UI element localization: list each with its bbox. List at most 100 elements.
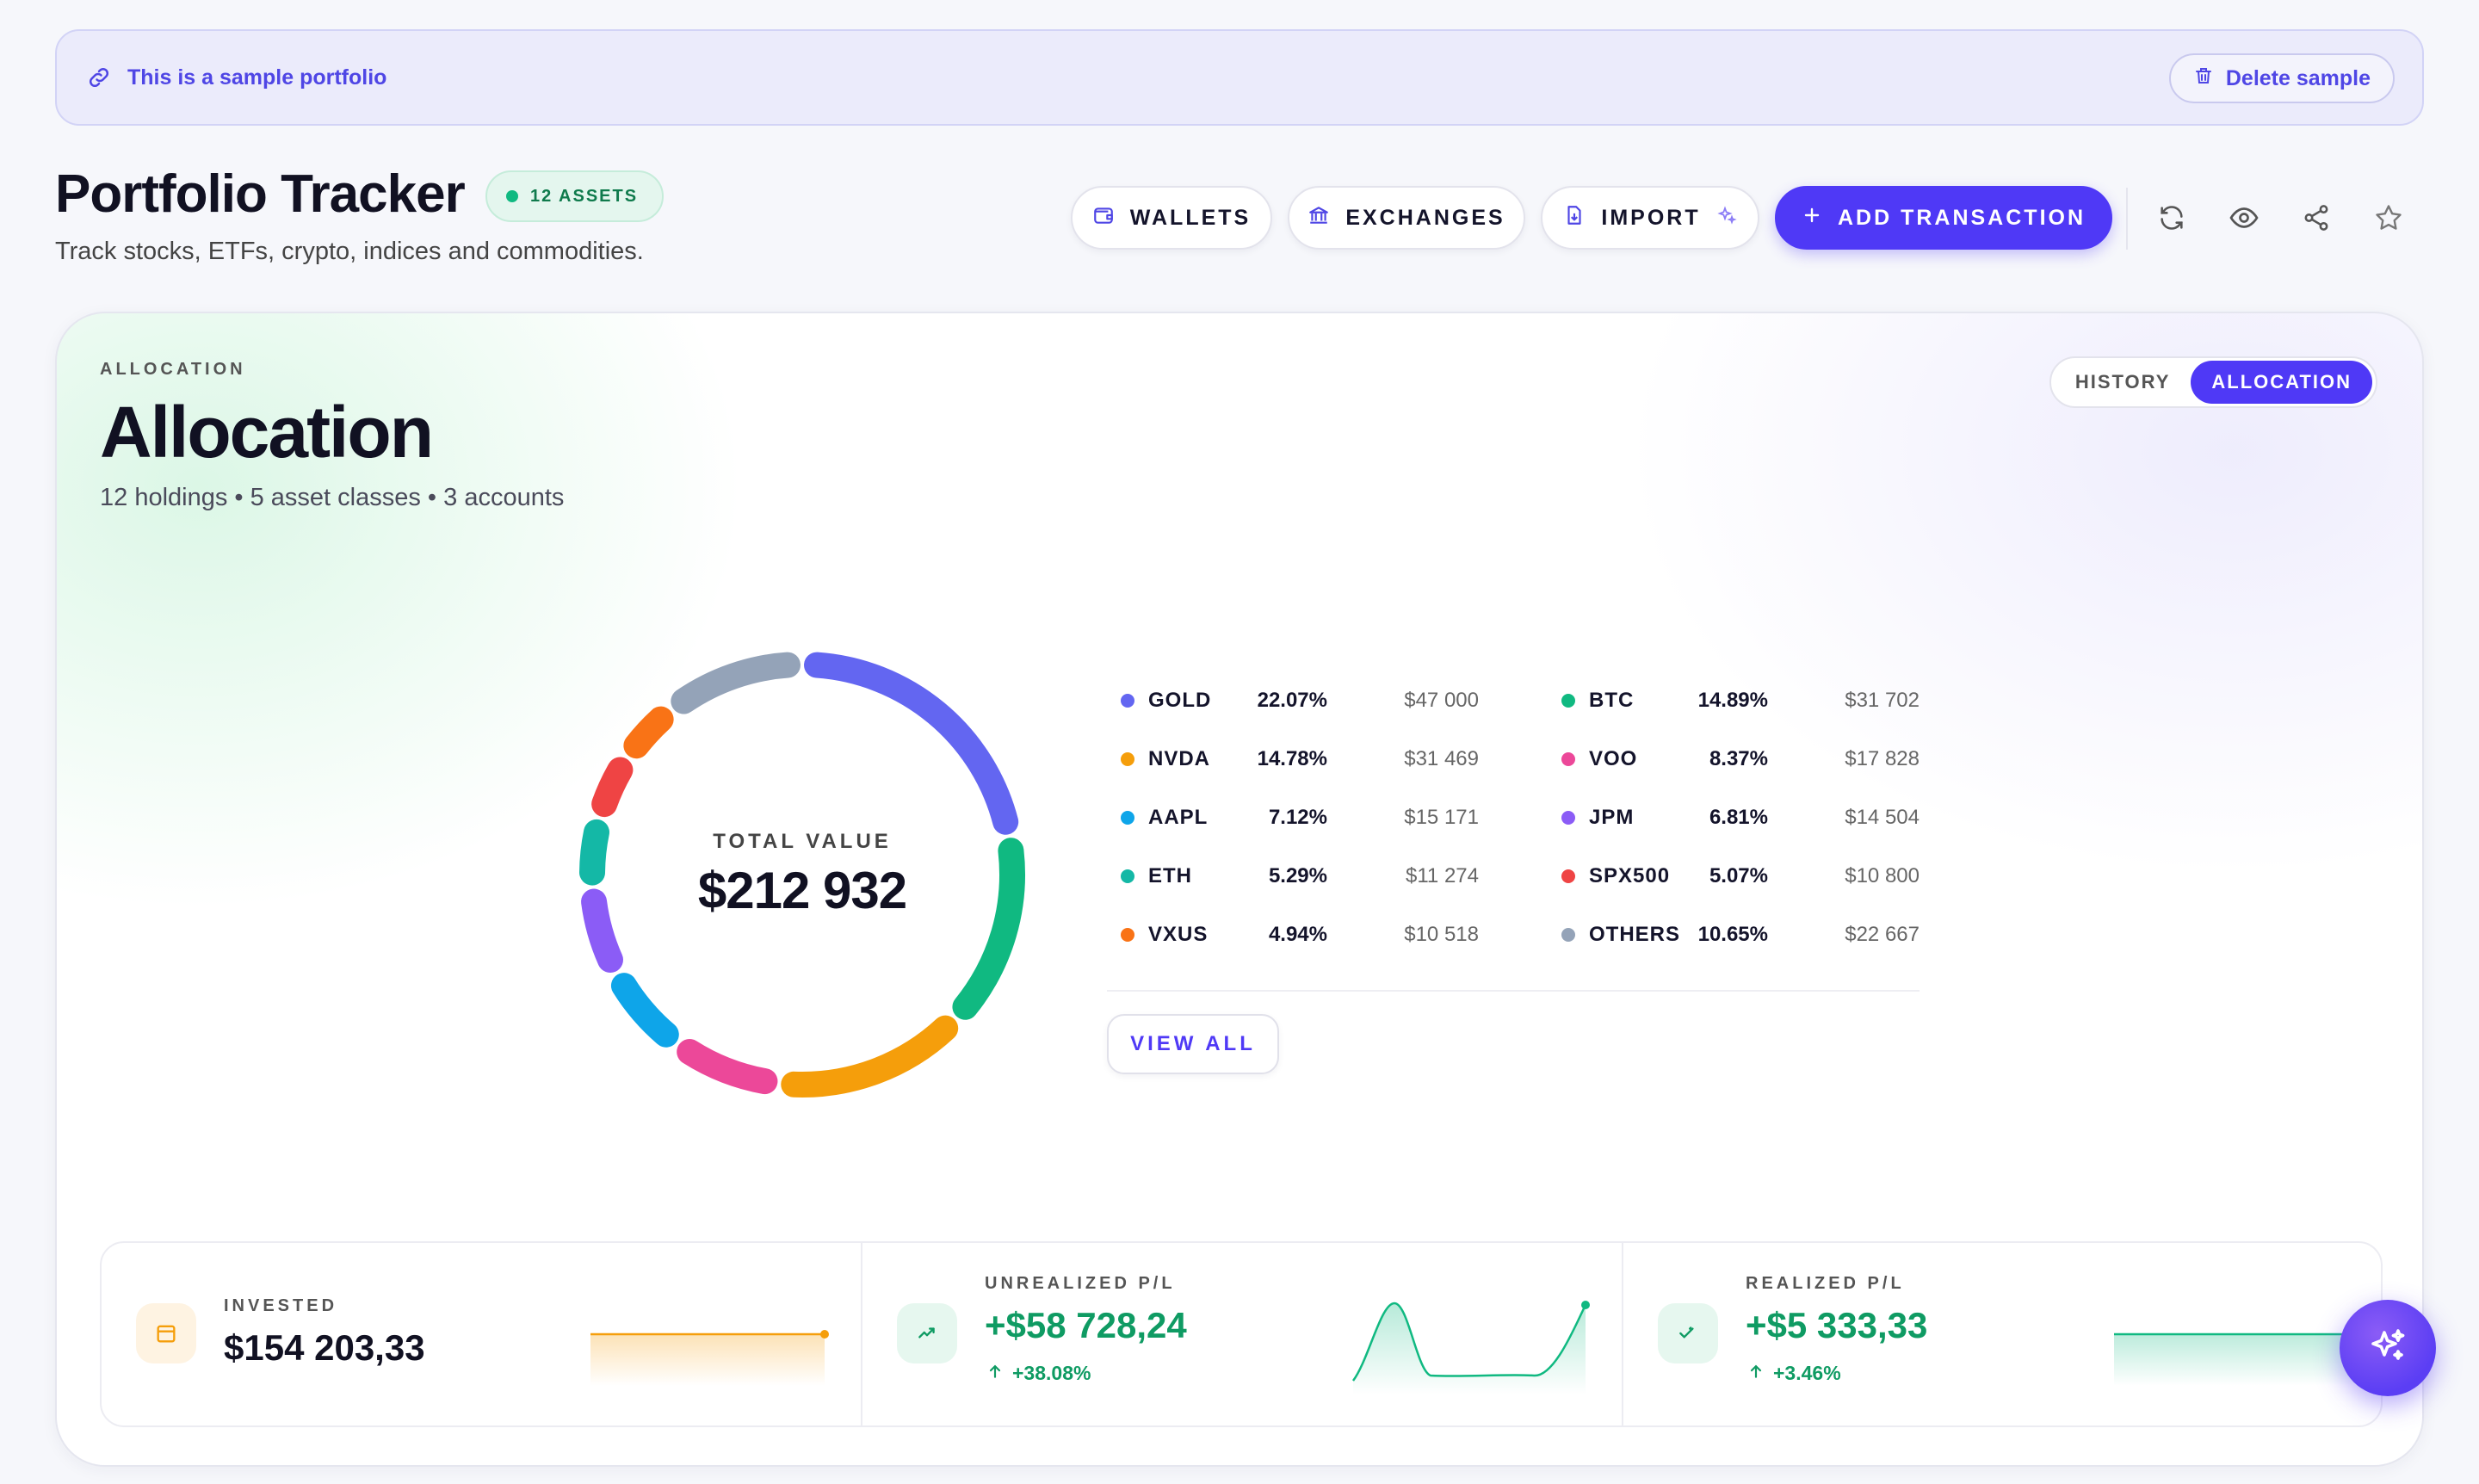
import-button[interactable]: IMPORT [1541,186,1759,250]
unrealized-delta: +38.08% [986,1362,1091,1385]
legend-dot [1121,928,1134,942]
legend-ticker: BTC [1589,689,1635,712]
donut-segment-eth[interactable] [579,819,609,886]
allocation-card: ALLOCATION Allocation 12 holdings • 5 as… [55,312,2424,1467]
add-transaction-button[interactable]: ADD TRANSACTION [1775,186,2112,250]
calendar-icon [136,1303,196,1363]
wallet-icon [1092,204,1115,232]
invested-label: INVESTED [224,1296,338,1315]
banner-text: This is a sample portfolio [127,65,387,90]
add-transaction-label: ADD TRANSACTION [1837,205,2086,230]
stat-divider [861,1243,862,1425]
legend-dot [1561,752,1575,766]
delete-sample-button[interactable]: Delete sample [2168,53,2395,103]
stat-divider [1622,1243,1623,1425]
total-value: $212 932 [697,861,907,919]
ai-assistant-button[interactable] [2340,1300,2436,1396]
legend-dot [1561,811,1575,825]
wallets-button[interactable]: WALLETS [1071,186,1272,250]
sparkle-icon [1716,205,1737,232]
donut-segment-vxus[interactable] [623,706,674,759]
sample-portfolio-banner: This is a sample portfolio Delete sample [55,29,2424,126]
invested-value: $154 203,33 [224,1327,425,1368]
legend-value: $22 667 [1845,923,1920,946]
tab-history[interactable]: HISTORY [2074,371,2171,393]
donut-segment-others[interactable] [671,652,801,714]
unrealized-sparkline [1351,1301,1590,1394]
legend-item: VOO 8.37% $17 828 [1561,742,1920,776]
donut-segment-jpm[interactable] [581,888,624,974]
legend-dot [1121,811,1134,825]
status-dot [506,190,518,202]
unrealized-stat: UNREALIZED P/L +$58 728,24 +38.08% [862,1243,1620,1425]
view-all-button[interactable]: VIEW ALL [1107,1014,1279,1074]
legend-percent: 5.29% [1268,864,1327,887]
assets-count-badge: 12 ASSETS [485,170,665,222]
legend-value: $15 171 [1404,806,1479,829]
donut-segment-voo[interactable] [677,1038,778,1095]
legend-ticker: OTHERS [1589,923,1681,946]
donut-segment-btc[interactable] [952,838,1025,1020]
legend-dot [1561,694,1575,708]
allocation-donut-chart: TOTAL VALUE $212 932 [561,634,1043,1116]
legend-ticker: NVDA [1148,747,1211,770]
donut-segment-nvda[interactable] [781,1015,959,1098]
legend-item: JPM 6.81% $14 504 [1561,801,1920,835]
eye-icon[interactable] [2221,195,2267,241]
realized-stat: REALIZED P/L +$5 333,33 +3.46% [1623,1243,2381,1425]
legend-item: AAPL 7.12% $15 171 [1121,801,1479,835]
legend-value: $14 504 [1845,806,1920,829]
legend-value: $17 828 [1845,747,1920,770]
legend-value: $47 000 [1404,689,1479,712]
delete-sample-label: Delete sample [2225,65,2371,90]
realized-value: +$5 333,33 [1746,1305,1928,1345]
invested-stat: INVESTED $154 203,33 [102,1243,859,1425]
exchanges-label: EXCHANGES [1345,205,1505,230]
plus-icon [1802,205,1822,232]
donut-segment-spx500[interactable] [591,757,634,818]
file-import-icon [1563,204,1586,232]
trending-up-icon [897,1303,957,1363]
donut-svg [579,652,1025,1098]
assets-count-label: 12 ASSETS [530,186,639,206]
legend-value: $31 702 [1845,689,1920,712]
legend-percent: 14.78% [1257,747,1327,770]
refresh-icon[interactable] [2148,195,2195,241]
section-title: Allocation [100,392,434,473]
star-icon[interactable] [2365,195,2412,241]
legend-dot [1561,928,1575,942]
legend-item: NVDA 14.78% $31 469 [1121,742,1479,776]
legend-value: $31 469 [1404,747,1479,770]
donut-center: TOTAL VALUE $212 932 [561,634,1043,1116]
legend-dot [1121,752,1134,766]
donut-segment-gold[interactable] [804,652,1019,835]
legend-item: OTHERS 10.65% $22 667 [1561,918,1920,952]
page-subtitle: Track stocks, ETFs, crypto, indices and … [55,238,644,265]
share-icon[interactable] [2293,195,2340,241]
legend-ticker: JPM [1589,806,1635,829]
realized-delta: +3.46% [1747,1362,1841,1385]
legend-ticker: AAPL [1148,806,1209,829]
unrealized-label: UNREALIZED P/L [985,1274,1176,1293]
tab-allocation[interactable]: ALLOCATION [2191,361,2372,404]
realized-delta-value: +3.46% [1773,1362,1841,1384]
import-label: IMPORT [1601,205,1701,230]
legend-value: $10 800 [1845,864,1920,887]
legend-ticker: VXUS [1148,923,1209,946]
legend-percent: 8.37% [1709,747,1768,770]
legend-dot [1121,869,1134,883]
legend-percent: 10.65% [1697,923,1768,946]
realized-label: REALIZED P/L [1746,1274,1905,1293]
link-icon [86,65,112,90]
view-toggle: HISTORY ALLOCATION [2049,356,2377,408]
legend-dot [1121,694,1134,708]
legend-dot [1561,869,1575,883]
header-divider [2126,188,2128,250]
check-double-icon [1658,1303,1718,1363]
page-title: Portfolio Tracker [55,164,466,224]
total-value-label: TOTAL VALUE [713,829,892,853]
donut-segment-aapl[interactable] [610,973,679,1048]
legend-ticker: ETH [1148,864,1192,887]
exchanges-button[interactable]: EXCHANGES [1288,186,1525,250]
legend-percent: 4.94% [1268,923,1327,946]
